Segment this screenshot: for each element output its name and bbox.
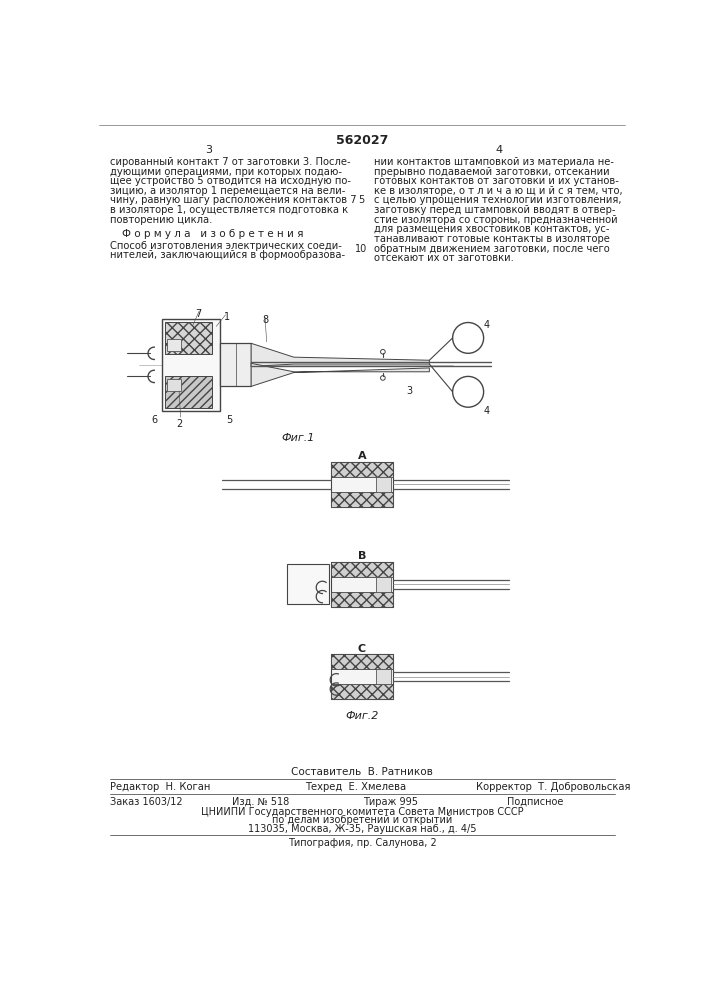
Text: в изоляторе 1, осуществляется подготовка к: в изоляторе 1, осуществляется подготовка…	[110, 205, 349, 215]
Text: Заказ 1603/12: Заказ 1603/12	[110, 797, 182, 807]
Bar	[331, 654, 393, 669]
Bar	[331, 562, 393, 577]
Text: 1: 1	[224, 312, 230, 322]
Text: заготовку перед штамповкой вводят в отвер-: заготовку перед штамповкой вводят в отве…	[373, 205, 615, 215]
Bar	[167, 379, 180, 391]
Text: сированный контакт 7 от заготовки 3. После-: сированный контакт 7 от заготовки 3. Пос…	[110, 157, 351, 167]
Text: Редактор  Н. Коган: Редактор Н. Коган	[110, 782, 211, 792]
Text: зицию, а изолятор 1 перемещается на вели-: зицию, а изолятор 1 перемещается на вели…	[110, 186, 346, 196]
Text: 8: 8	[263, 315, 269, 325]
Text: прерывно подаваемой заготовки, отсекании: прерывно подаваемой заготовки, отсекании	[373, 167, 609, 177]
Bar	[376, 669, 392, 684]
Text: A: A	[358, 451, 366, 461]
Text: Изд. № 518: Изд. № 518	[232, 797, 289, 807]
Text: Техред  Е. Хмелева: Техред Е. Хмелева	[305, 782, 407, 792]
Bar	[331, 654, 393, 699]
Text: стие изолятора со стороны, предназначенной: стие изолятора со стороны, предназначенн…	[373, 215, 617, 225]
Bar	[331, 562, 393, 607]
Bar	[331, 462, 393, 477]
Text: дующими операциями, при которых подаю-: дующими операциями, при которых подаю-	[110, 167, 342, 177]
Text: Подписное: Подписное	[507, 797, 563, 807]
Text: для размещения хвостовиков контактов, ус-: для размещения хвостовиков контактов, ус…	[373, 224, 609, 234]
Text: 113035, Москва, Ж-35, Раушская наб., д. 4/5: 113035, Москва, Ж-35, Раушская наб., д. …	[247, 824, 477, 834]
Bar	[331, 492, 393, 507]
Bar	[165, 376, 211, 408]
Text: Способ изготовления электрических соеди-: Способ изготовления электрических соеди-	[110, 241, 342, 251]
Text: 3: 3	[406, 386, 412, 396]
Bar	[376, 477, 392, 492]
Bar	[167, 339, 180, 351]
Bar	[331, 592, 393, 607]
Text: с целью упрощения технологии изготовления,: с целью упрощения технологии изготовлени…	[373, 195, 621, 205]
Text: отсекают их от заготовки.: отсекают их от заготовки.	[373, 253, 513, 263]
Polygon shape	[251, 363, 429, 386]
Text: 4: 4	[496, 145, 503, 155]
Text: 562027: 562027	[336, 134, 388, 147]
Bar	[220, 343, 251, 386]
Text: 5: 5	[226, 415, 233, 425]
Text: готовых контактов от заготовки и их установ-: готовых контактов от заготовки и их уста…	[373, 176, 619, 186]
Text: 2: 2	[177, 419, 183, 429]
Text: B: B	[358, 551, 366, 561]
Bar	[162, 319, 220, 411]
Text: по делам изобретений и открытий: по делам изобретений и открытий	[271, 815, 452, 825]
Text: 6: 6	[151, 415, 157, 425]
Text: нии контактов штамповкой из материала не-: нии контактов штамповкой из материала не…	[373, 157, 614, 167]
Text: 4: 4	[484, 320, 490, 330]
Text: Ф о р м у л а   и з о б р е т е н и я: Ф о р м у л а и з о б р е т е н и я	[122, 229, 303, 239]
Text: Составитель  В. Ратников: Составитель В. Ратников	[291, 767, 433, 777]
Text: танавливают готовые контакты в изоляторе: танавливают готовые контакты в изоляторе	[373, 234, 609, 244]
Text: C: C	[358, 644, 366, 654]
Text: 7: 7	[195, 309, 201, 319]
Bar	[331, 462, 393, 507]
Text: Фиг.1: Фиг.1	[281, 433, 315, 443]
Text: 4: 4	[484, 406, 490, 416]
Bar	[287, 564, 329, 604]
Text: 10: 10	[355, 244, 368, 254]
Text: щее устройство 5 отводится на исходную по-: щее устройство 5 отводится на исходную п…	[110, 176, 351, 186]
Text: чину, равную шагу расположения контактов 7: чину, равную шагу расположения контактов…	[110, 195, 357, 205]
Bar	[165, 322, 211, 354]
Text: Типография, пр. Салунова, 2: Типография, пр. Салунова, 2	[288, 838, 436, 848]
Text: повторению цикла.: повторению цикла.	[110, 215, 212, 225]
Bar	[331, 684, 393, 699]
Text: 3: 3	[205, 145, 212, 155]
Text: Фиг.2: Фиг.2	[345, 711, 379, 721]
Text: нителей, заключающийся в формообразова-: нителей, заключающийся в формообразова-	[110, 250, 345, 260]
Text: ке в изоляторе, о т л и ч а ю щ и й с я тем, что,: ке в изоляторе, о т л и ч а ю щ и й с я …	[373, 186, 622, 196]
Text: Корректор  Т. Добровольская: Корректор Т. Добровольская	[476, 782, 631, 792]
Text: 5: 5	[358, 195, 364, 205]
Text: Тираж 995: Тираж 995	[363, 797, 419, 807]
Text: ЦНИИПИ Государственного комитета Совета Министров СССР: ЦНИИПИ Государственного комитета Совета …	[201, 807, 523, 817]
Text: обратным движением заготовки, после чего: обратным движением заготовки, после чего	[373, 244, 609, 254]
Polygon shape	[251, 343, 429, 366]
Bar	[376, 577, 392, 592]
